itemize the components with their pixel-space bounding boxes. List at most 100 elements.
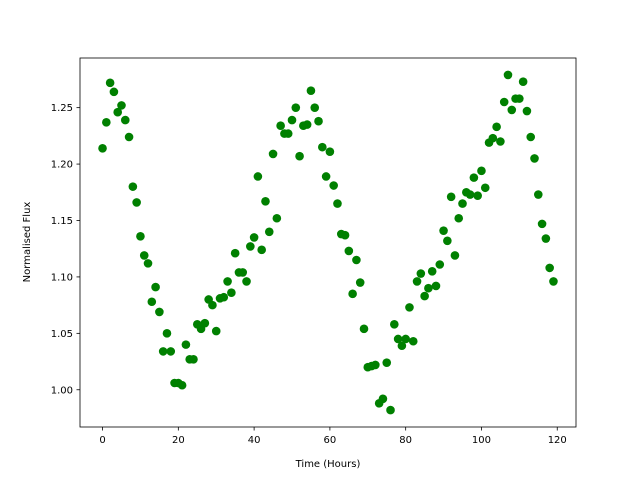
point	[249, 233, 259, 242]
point	[412, 277, 422, 286]
point	[291, 103, 301, 112]
point	[465, 190, 475, 199]
y-tick-label: 1.10	[51, 272, 73, 283]
point	[177, 380, 187, 390]
point	[397, 341, 407, 351]
point	[340, 230, 350, 240]
point	[378, 394, 388, 404]
x-tick-label: 20	[172, 435, 185, 446]
point	[450, 251, 460, 260]
point	[537, 219, 547, 229]
point	[283, 129, 293, 138]
point	[143, 259, 153, 268]
point	[549, 277, 558, 286]
point	[492, 122, 501, 132]
point	[390, 320, 399, 329]
point	[393, 334, 403, 344]
point	[257, 245, 266, 255]
point	[306, 86, 316, 96]
point	[371, 360, 380, 370]
point	[405, 303, 414, 312]
x-tick-label: 40	[248, 435, 261, 446]
point	[230, 248, 240, 258]
point	[272, 213, 282, 223]
x-axis-label: Time (Hours)	[295, 459, 361, 470]
point	[352, 255, 361, 265]
point	[427, 266, 437, 276]
point	[382, 358, 392, 367]
point	[261, 197, 270, 206]
point	[102, 118, 111, 127]
point	[359, 324, 369, 334]
point	[321, 172, 331, 181]
point	[117, 101, 126, 110]
point	[424, 283, 433, 293]
point	[431, 281, 441, 291]
y-tick-label: 1.00	[51, 385, 73, 396]
point	[132, 198, 141, 207]
point	[151, 282, 160, 292]
point	[355, 278, 365, 287]
point	[420, 291, 429, 301]
point	[541, 234, 551, 243]
point	[503, 70, 513, 80]
point	[533, 190, 543, 199]
point	[386, 405, 395, 415]
point	[113, 107, 123, 117]
point	[401, 334, 410, 344]
point	[264, 227, 274, 237]
point	[318, 142, 327, 152]
y-tick-label: 1.15	[51, 216, 73, 227]
point	[522, 106, 532, 116]
point	[295, 151, 304, 161]
x-tick-label: 0	[99, 435, 105, 446]
point	[314, 116, 323, 126]
y-tick-label: 1.25	[51, 103, 73, 114]
point	[530, 154, 539, 163]
x-tick-label: 100	[472, 435, 491, 446]
point	[454, 213, 464, 223]
point	[158, 347, 168, 356]
point	[166, 347, 176, 356]
point	[416, 269, 426, 278]
point	[348, 289, 357, 299]
point	[499, 97, 509, 107]
point	[246, 242, 255, 251]
point	[253, 172, 263, 181]
point	[496, 137, 505, 146]
point	[302, 120, 312, 129]
point	[344, 246, 354, 256]
point	[200, 318, 210, 328]
point	[208, 300, 217, 310]
point	[329, 181, 338, 190]
point	[507, 105, 517, 115]
point	[333, 199, 342, 208]
point	[268, 149, 278, 159]
point	[435, 260, 445, 269]
point	[469, 173, 479, 182]
point	[98, 143, 107, 153]
point	[105, 78, 115, 88]
point	[223, 277, 232, 286]
point	[155, 307, 164, 317]
point	[128, 182, 138, 191]
x-tick-label: 120	[548, 435, 567, 446]
x-tick-label: 60	[324, 435, 337, 446]
point	[518, 77, 528, 86]
point	[526, 132, 536, 142]
point	[227, 288, 236, 298]
y-axis-label: Normalised Flux	[22, 202, 33, 283]
point	[310, 103, 320, 112]
axes-frame	[79, 57, 577, 428]
point	[211, 326, 221, 336]
point	[219, 292, 229, 302]
point	[124, 132, 134, 142]
x-tick-label: 80	[399, 435, 412, 446]
point	[443, 236, 452, 246]
point	[238, 268, 248, 277]
point	[439, 226, 448, 235]
y-tick-label: 1.05	[51, 329, 73, 340]
point	[109, 87, 119, 97]
